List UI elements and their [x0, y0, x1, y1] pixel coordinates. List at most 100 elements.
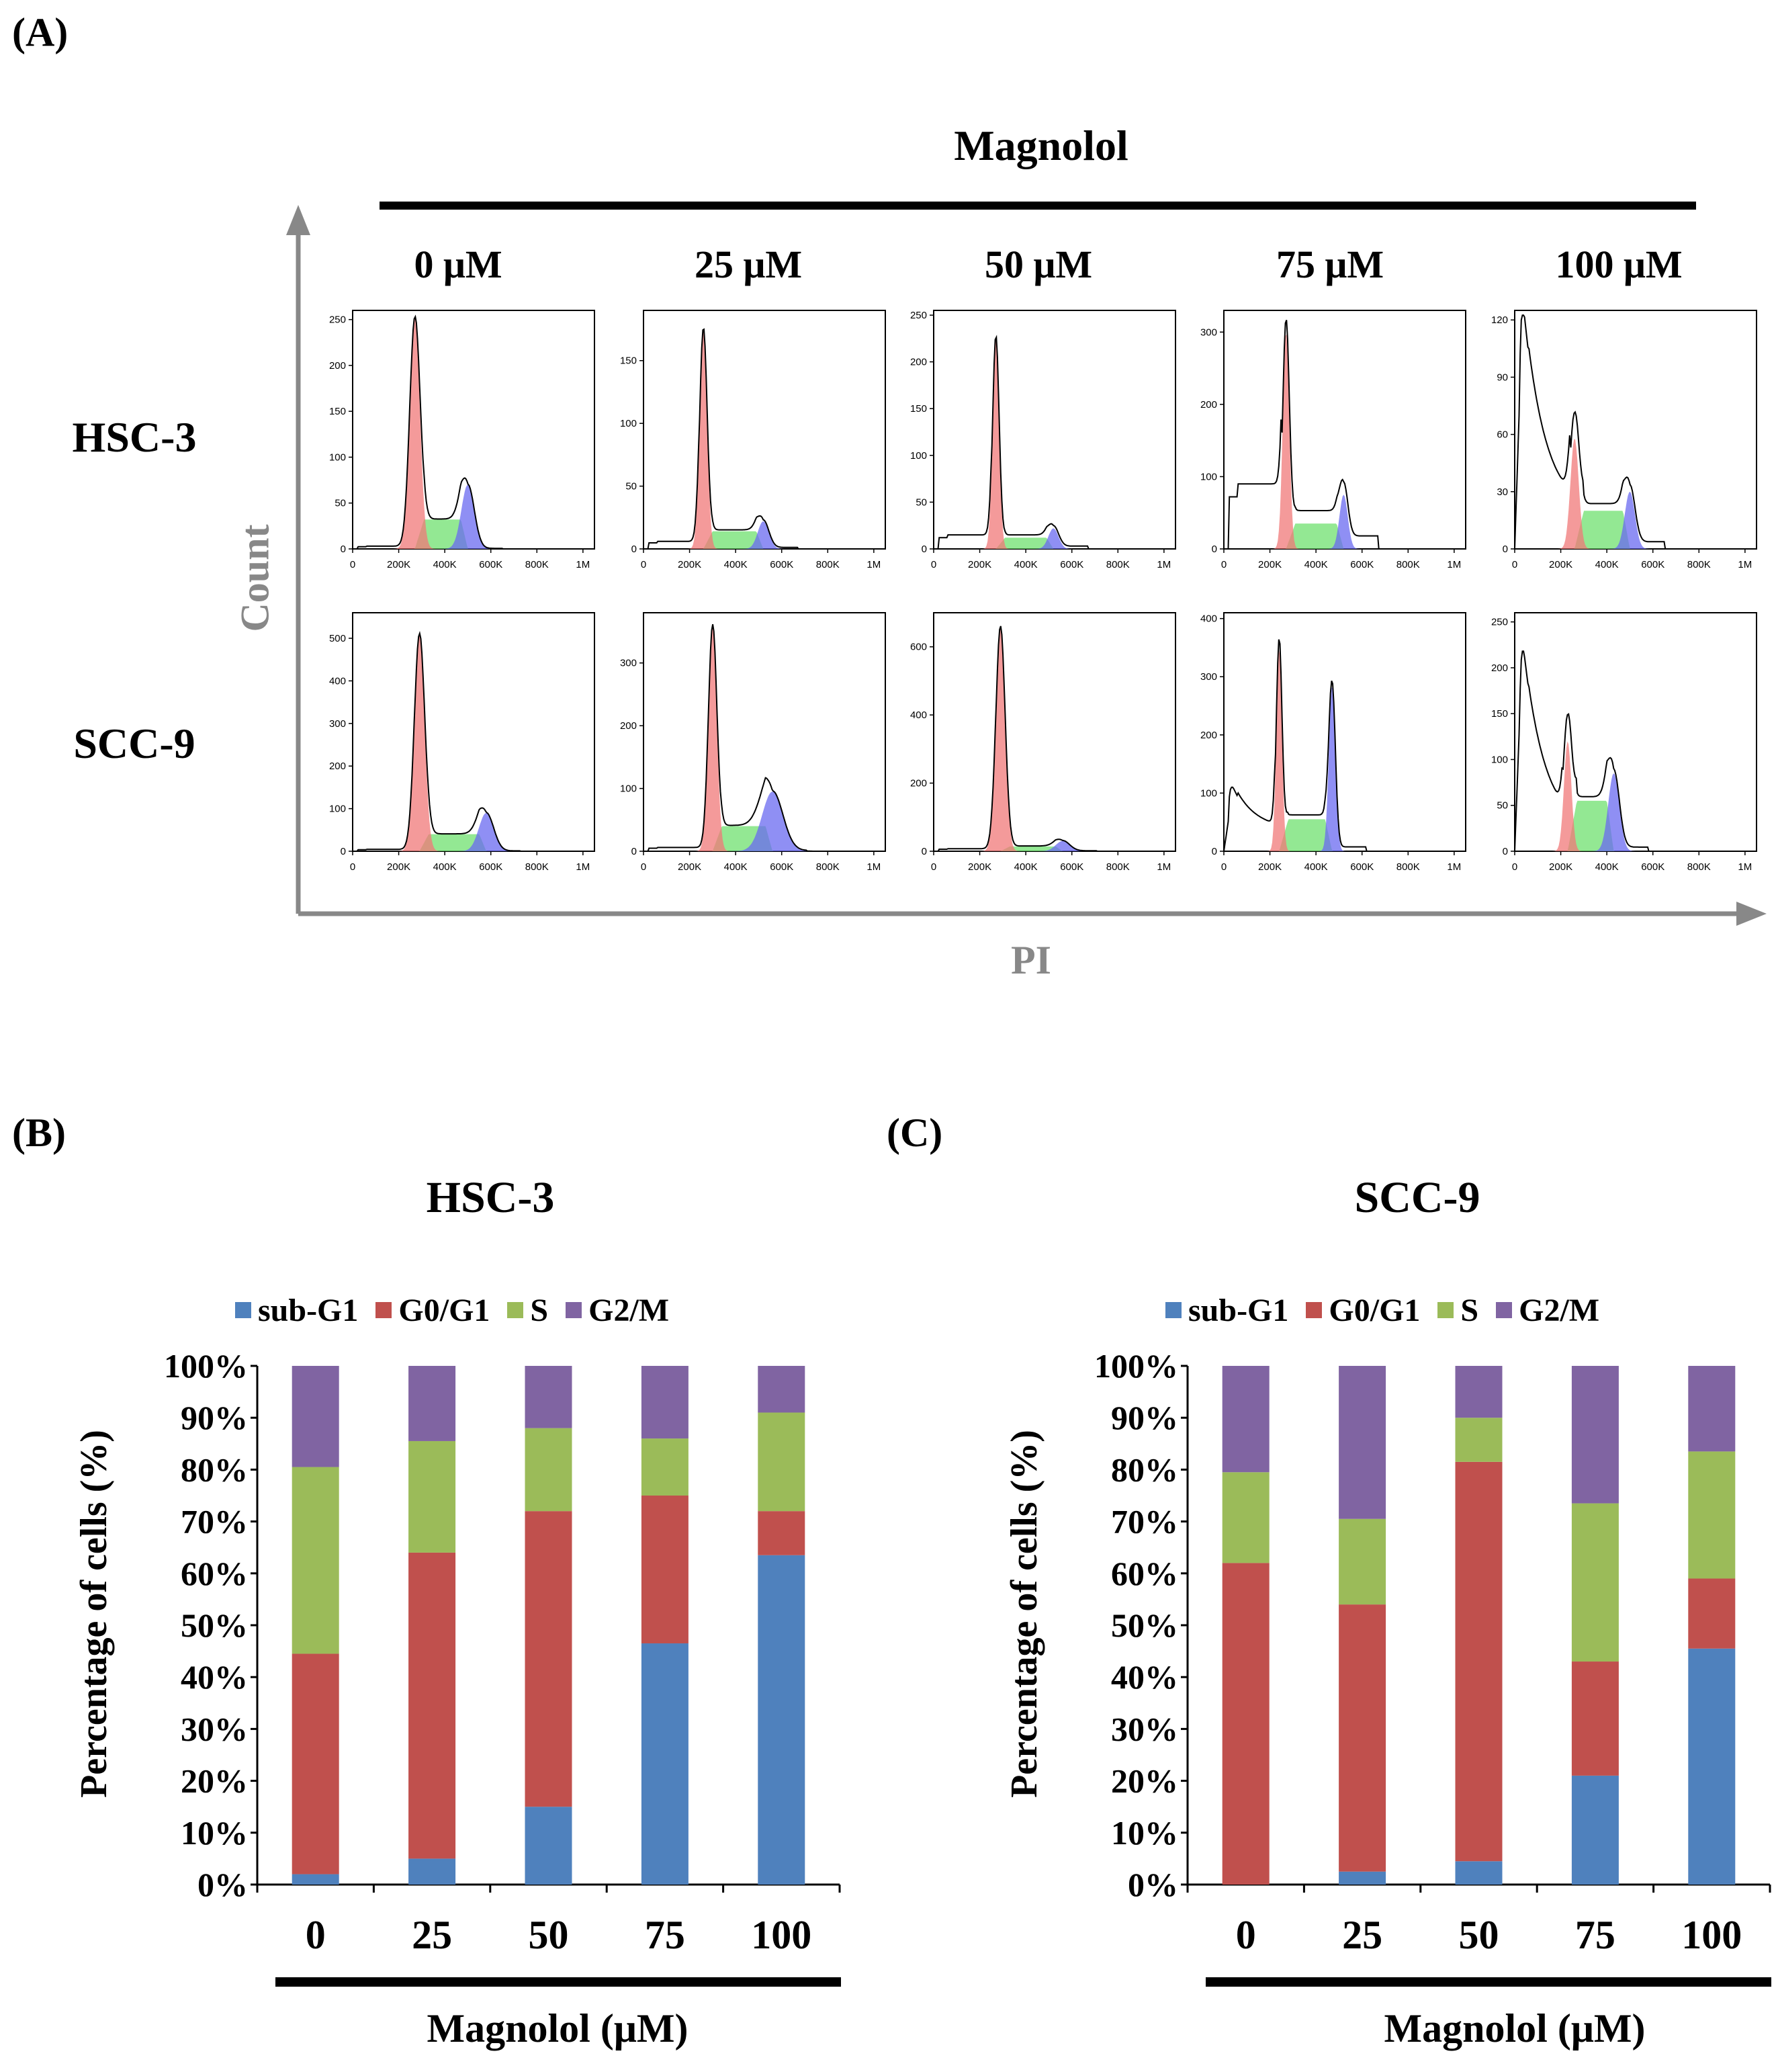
flow-y-tick-label: 60: [1497, 429, 1508, 441]
flow-histogram-outline: [643, 624, 885, 852]
flow-x-tick-label: 800K: [1687, 559, 1711, 570]
bar-g0-g1-75: [641, 1496, 689, 1644]
bar-s-25: [1339, 1518, 1386, 1605]
flow-y-tick-label: 150: [910, 403, 927, 415]
flow-y-tick-label: 200: [910, 778, 927, 789]
y-tick-label: 10%: [181, 1814, 248, 1852]
flow-x-tick-label: 800K: [1106, 861, 1130, 873]
y-tick-label: 60%: [1111, 1555, 1178, 1592]
flow-y-tick-label: 200: [329, 360, 346, 372]
legend-item-g2-m: G2/M: [566, 1292, 669, 1329]
flow-histogram-outline: [1224, 320, 1466, 550]
bar-g0-g1-75: [1571, 1661, 1619, 1776]
flow-x-tick-label: 1M: [1447, 559, 1461, 570]
flow-x-tick-label: 600K: [479, 861, 502, 873]
flow-x-tick-label: 200K: [968, 559, 991, 570]
flow-y-tick-label: 90: [1497, 372, 1508, 383]
bar-s-75: [641, 1438, 689, 1496]
flow-y-tick-label: 150: [620, 355, 637, 367]
bar-g2-m-75: [641, 1366, 689, 1439]
bar-sub-g1-100: [1688, 1648, 1736, 1885]
flow-g1-fill: [353, 634, 594, 851]
x-category-label: 0: [1236, 1913, 1256, 1957]
row-label-scc9: SCC-9: [73, 720, 195, 767]
flow-g2-fill: [934, 840, 1175, 851]
conc-label-75: 75 μM: [1276, 243, 1384, 286]
flow-y-tick-label: 400: [910, 709, 927, 721]
flow-x-tick-label: 0: [1512, 559, 1517, 570]
flow-x-tick-label: 1M: [576, 559, 590, 570]
y-tick-label: 50%: [181, 1606, 248, 1644]
y-tick-label: 70%: [181, 1503, 248, 1541]
flow-histogram-0-1: 0 200K 400K 600K 800K 1M 0 50 100 150: [620, 310, 886, 570]
x-category-label: 100: [1681, 1913, 1742, 1957]
chart-c-title: SCC-9: [1354, 1173, 1480, 1222]
bar-g2-m-100: [1688, 1366, 1736, 1452]
flow-y-tick-label: 50: [916, 497, 927, 508]
flow-x-tick-label: 0: [931, 559, 936, 570]
flow-histogram-0-4: 0 200K 400K 600K 800K 1M 0 30 60 90 120: [1491, 310, 1757, 570]
flow-x-tick-label: 0: [641, 861, 646, 873]
flow-histogram-1-2: 0 200K 400K 600K 800K 1M 0 200 400 600: [910, 612, 1176, 873]
flow-y-tick-label: 400: [1200, 613, 1217, 625]
flow-y-tick-label: 120: [1491, 314, 1508, 326]
legend-label-g0-g1: G0/G1: [1329, 1292, 1421, 1328]
chart-c-legend: sub-G1 G0/G1 S G2/M: [1165, 1290, 1599, 1330]
bar-s-25: [408, 1440, 456, 1553]
bar-sub-g1-50: [525, 1807, 572, 1885]
flow-x-tick-label: 1M: [1157, 559, 1171, 570]
legend-label-sub-g1: sub-G1: [1188, 1292, 1289, 1328]
panel-label-a: (A): [12, 10, 69, 54]
legend-label-sub-g1: sub-G1: [258, 1292, 359, 1328]
flow-y-tick-label: 150: [1491, 708, 1508, 720]
flow-g1-fill: [643, 331, 885, 549]
flow-y-tick-label: 0: [631, 846, 637, 857]
flow-x-tick-label: 0: [931, 861, 936, 873]
flow-g2-fill: [353, 484, 594, 549]
bar-s-50: [1455, 1418, 1503, 1462]
x-category-label: 25: [1342, 1913, 1382, 1957]
flow-x-tick-label: 200K: [387, 861, 410, 873]
flow-histogram-0-2: 0 200K 400K 600K 800K 1M 0 50 100 150 200 250: [910, 310, 1176, 570]
y-tick-label: 90%: [1111, 1399, 1178, 1436]
flow-y-tick-label: 500: [329, 633, 346, 644]
bar-s-0: [1222, 1472, 1270, 1563]
bar-g2-m-50: [525, 1366, 572, 1428]
y-tick-label: 100%: [164, 1347, 248, 1385]
x-category-label: 100: [751, 1913, 811, 1957]
flow-histogram-1-4: 0 200K 400K 600K 800K 1M 0 50 100 150 200 250: [1491, 612, 1757, 873]
y-tick-label: 0%: [1128, 1866, 1178, 1903]
conc-label-50: 50 μM: [984, 243, 1093, 286]
flow-y-tick-label: 0: [1503, 544, 1508, 555]
flow-x-tick-label: 1M: [867, 861, 881, 873]
flow-y-tick-label: 0: [922, 544, 927, 555]
bar-sub-g1-25: [1339, 1871, 1386, 1885]
panel-label-b: (B): [12, 1111, 66, 1155]
pi-axis-arrow: [1736, 902, 1767, 926]
legend-swatch-g0-g1: [1306, 1302, 1323, 1318]
flow-histogram-0-3: 0 200K 400K 600K 800K 1M 0 100 200 300: [1200, 310, 1466, 570]
flow-y-tick-label: 0: [1212, 846, 1217, 857]
flow-histogram-0-0: 0 200K 400K 600K 800K 1M 0 50 100 150 200 250: [329, 310, 595, 570]
flow-g2-fill: [1515, 491, 1757, 549]
flow-x-tick-label: 600K: [1641, 559, 1664, 570]
flow-x-tick-label: 400K: [433, 861, 457, 873]
flow-y-tick-label: 100: [910, 450, 927, 462]
conc-label-0: 0 μM: [414, 243, 502, 286]
flow-y-tick-label: 200: [1200, 399, 1217, 411]
flow-x-tick-label: 400K: [1014, 559, 1038, 570]
bar-sub-g1-75: [1571, 1775, 1619, 1885]
bar-g0-g1-25: [1339, 1604, 1386, 1872]
bar-g2-m-50: [1455, 1366, 1503, 1418]
row-label-hsc3: HSC-3: [72, 413, 197, 461]
flow-y-tick-label: 300: [1200, 671, 1217, 683]
flow-y-tick-label: 0: [631, 544, 637, 555]
bar-s-75: [1571, 1503, 1619, 1662]
legend-item-s: S: [1437, 1292, 1478, 1329]
flow-x-tick-label: 0: [350, 559, 355, 570]
flow-histogram-outline: [643, 328, 885, 550]
bar-g0-g1-50: [525, 1511, 572, 1807]
bar-g2-m-0: [292, 1366, 339, 1467]
legend-label-s: S: [1460, 1292, 1479, 1328]
